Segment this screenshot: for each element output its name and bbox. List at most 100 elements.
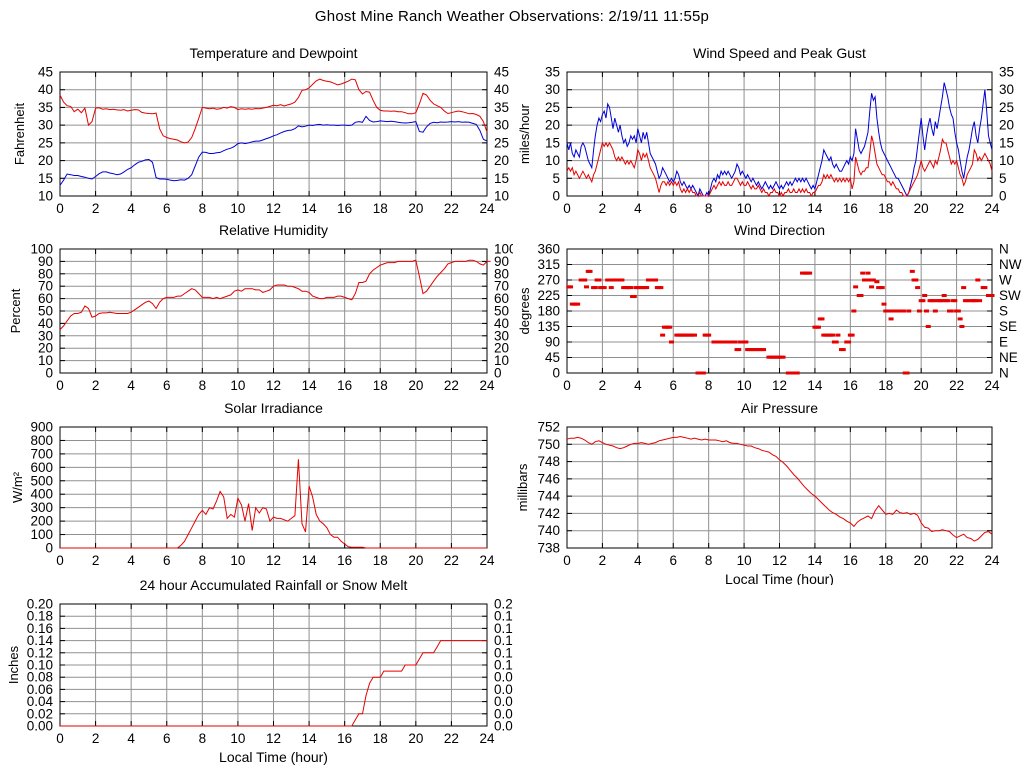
svg-text:180: 180 (537, 304, 560, 319)
svg-text:24: 24 (479, 201, 495, 216)
svg-text:700: 700 (30, 446, 53, 461)
svg-text:18: 18 (373, 731, 388, 746)
svg-text:0.14: 0.14 (494, 633, 513, 648)
svg-text:W/m²: W/m² (10, 471, 25, 503)
svg-text:10: 10 (737, 378, 752, 393)
svg-text:2: 2 (599, 378, 607, 393)
svg-text:200: 200 (30, 514, 53, 529)
svg-text:N: N (999, 242, 1009, 257)
svg-text:18: 18 (373, 378, 388, 393)
svg-text:18: 18 (878, 378, 893, 393)
svg-text:Local Time (hour): Local Time (hour) (219, 749, 328, 765)
svg-text:10: 10 (230, 378, 245, 393)
svg-text:225: 225 (537, 288, 560, 303)
svg-text:0.20: 0.20 (27, 597, 53, 612)
svg-text:0: 0 (56, 731, 64, 746)
svg-text:0: 0 (56, 378, 64, 393)
svg-text:24: 24 (479, 553, 495, 568)
svg-text:500: 500 (30, 473, 53, 488)
svg-text:4: 4 (127, 731, 135, 746)
svg-text:10: 10 (494, 189, 509, 204)
svg-text:8: 8 (199, 553, 207, 568)
svg-text:0.16: 0.16 (27, 621, 53, 636)
svg-text:16: 16 (337, 731, 352, 746)
svg-text:NW: NW (999, 257, 1022, 272)
svg-text:Wind Direction: Wind Direction (734, 222, 825, 238)
chart-solar-irradiance: 0 2 4 6 8 10 12 14 16 18 20 22 240100200300400500600… (10, 400, 495, 568)
svg-text:18: 18 (878, 553, 893, 568)
svg-text:10: 10 (38, 353, 53, 368)
svg-text:0.10: 0.10 (27, 658, 53, 673)
svg-text:Percent: Percent (8, 288, 23, 333)
svg-text:10: 10 (230, 731, 245, 746)
svg-text:20: 20 (408, 731, 423, 746)
svg-text:40: 40 (494, 82, 509, 97)
svg-text:14: 14 (807, 378, 823, 393)
svg-text:20: 20 (408, 378, 423, 393)
svg-text:400: 400 (30, 487, 53, 502)
svg-text:90: 90 (545, 335, 560, 350)
svg-text:8: 8 (705, 378, 713, 393)
svg-text:20: 20 (38, 153, 53, 168)
svg-text:40: 40 (38, 82, 53, 97)
svg-text:738: 738 (537, 541, 560, 556)
svg-text:16: 16 (337, 378, 352, 393)
svg-text:100: 100 (494, 242, 513, 257)
svg-text:22: 22 (949, 553, 964, 568)
svg-text:900: 900 (30, 420, 53, 435)
svg-text:2: 2 (92, 553, 100, 568)
svg-text:E: E (999, 335, 1008, 350)
svg-text:22: 22 (949, 378, 964, 393)
svg-text:5: 5 (552, 171, 560, 186)
svg-text:4: 4 (127, 378, 135, 393)
svg-text:16: 16 (843, 201, 858, 216)
svg-text:0.08: 0.08 (494, 670, 513, 685)
svg-text:740: 740 (537, 523, 560, 538)
svg-text:0.06: 0.06 (494, 682, 513, 697)
svg-text:0: 0 (563, 553, 571, 568)
svg-text:SW: SW (999, 288, 1021, 303)
svg-text:12: 12 (266, 553, 281, 568)
svg-text:742: 742 (537, 506, 560, 521)
svg-text:20: 20 (494, 341, 509, 356)
svg-text:40: 40 (38, 316, 53, 331)
svg-text:Temperature and Dewpoint: Temperature and Dewpoint (189, 45, 357, 61)
svg-text:0: 0 (56, 553, 64, 568)
svg-text:270: 270 (537, 273, 560, 288)
svg-text:10: 10 (230, 553, 245, 568)
svg-text:748: 748 (537, 454, 560, 469)
svg-text:4: 4 (127, 201, 135, 216)
svg-text:20: 20 (494, 153, 509, 168)
svg-text:45: 45 (545, 350, 560, 365)
svg-text:750: 750 (537, 437, 560, 452)
svg-text:S: S (999, 304, 1008, 319)
svg-text:millibars: millibars (515, 463, 530, 511)
svg-text:Inches: Inches (8, 645, 21, 684)
svg-text:14: 14 (302, 201, 318, 216)
svg-text:14: 14 (302, 731, 318, 746)
svg-text:50: 50 (494, 304, 509, 319)
svg-text:0.10: 0.10 (494, 658, 513, 673)
svg-text:0.02: 0.02 (494, 706, 513, 721)
svg-text:Local Time (hour): Local Time (hour) (725, 571, 834, 585)
svg-text:22: 22 (444, 553, 459, 568)
svg-text:45: 45 (38, 65, 53, 80)
svg-text:16: 16 (337, 553, 352, 568)
svg-text:0.12: 0.12 (27, 645, 53, 660)
svg-text:20: 20 (408, 553, 423, 568)
svg-text:12: 12 (772, 378, 787, 393)
svg-text:4: 4 (634, 553, 642, 568)
svg-text:10: 10 (38, 189, 53, 204)
svg-text:30: 30 (494, 118, 509, 133)
svg-text:24: 24 (479, 378, 495, 393)
svg-text:24: 24 (479, 731, 495, 746)
svg-text:0: 0 (45, 541, 53, 556)
svg-text:Wind Speed and Peak Gust: Wind Speed and Peak Gust (693, 45, 866, 61)
svg-text:80: 80 (38, 266, 53, 281)
svg-text:14: 14 (302, 378, 318, 393)
svg-text:35: 35 (545, 65, 560, 80)
svg-text:752: 752 (537, 420, 560, 435)
